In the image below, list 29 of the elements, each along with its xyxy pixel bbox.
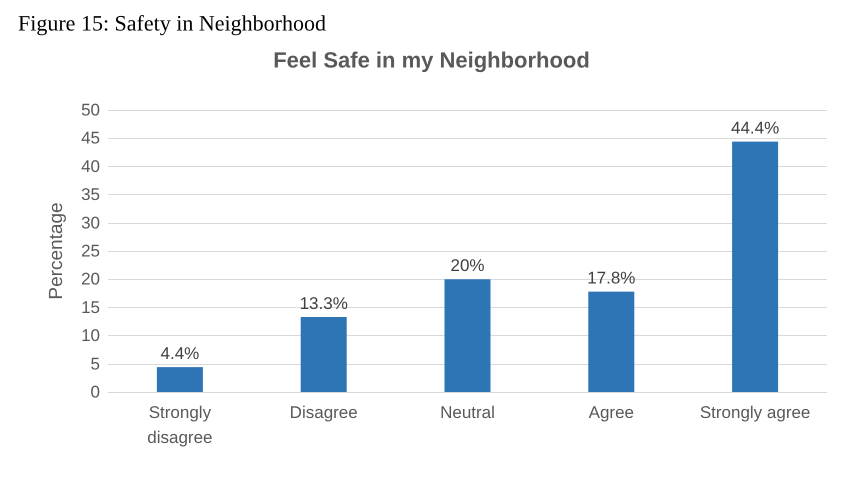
bar: [732, 142, 778, 392]
data-label: 20%: [450, 256, 485, 276]
caption: Figure 15: Safety in Neighborhood: [18, 10, 326, 36]
x-tick-label: Strongly disagree: [147, 403, 213, 447]
y-tick-label: 0: [90, 382, 100, 402]
bar: [588, 292, 634, 392]
data-label: 17.8%: [587, 268, 636, 288]
y-tick-label: 35: [81, 185, 100, 204]
y-tick-label: 30: [81, 213, 100, 232]
bar: [300, 316, 347, 392]
y-tick-label: 50: [81, 100, 100, 120]
bar: [156, 367, 203, 392]
y-tick-label: 20: [81, 270, 100, 289]
y-tick-label: 10: [81, 326, 100, 346]
data-label: 4.4%: [160, 344, 200, 364]
y-tick-label: 40: [81, 156, 100, 176]
y-axis-title: Percentage: [46, 202, 67, 300]
y-tick-label: 5: [90, 354, 100, 374]
x-tick-label: Strongly agree: [700, 403, 810, 422]
x-tick-label: Agree: [588, 403, 634, 422]
data-label: 13.3%: [300, 294, 348, 313]
y-tick-label: 25: [81, 242, 100, 260]
x-tick-label: Disagree: [290, 403, 358, 422]
bar: [444, 279, 491, 392]
x-tick-label: Neutral: [440, 403, 495, 422]
chart-title: Feel Safe in my Neighborhood: [273, 48, 590, 72]
y-tick-label: 15: [81, 298, 100, 317]
data-label: 44.4%: [731, 118, 780, 138]
y-tick-label: 45: [81, 128, 100, 148]
